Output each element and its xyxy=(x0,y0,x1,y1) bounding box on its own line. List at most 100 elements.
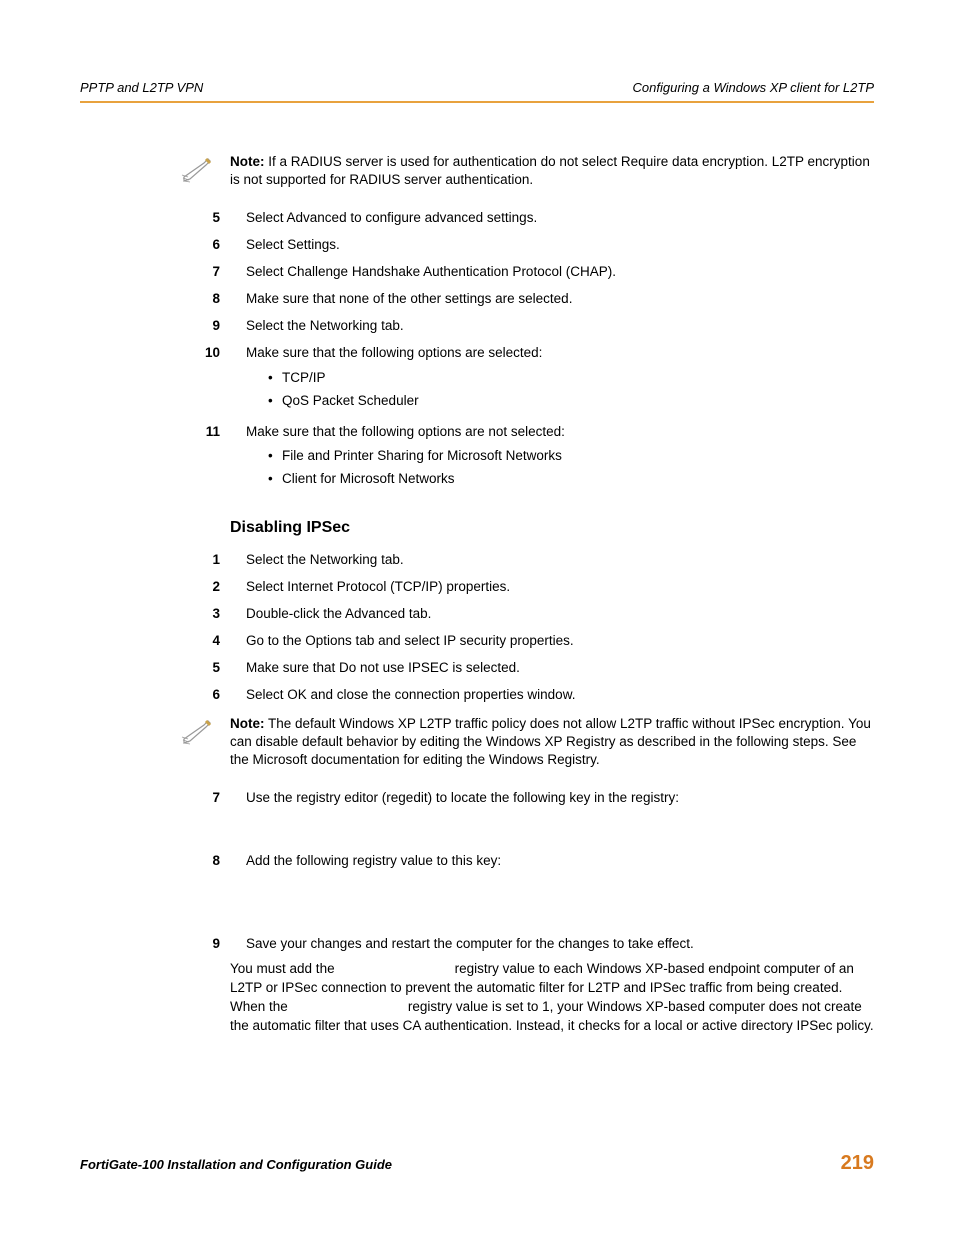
step: 7Select Challenge Handshake Authenticati… xyxy=(230,263,874,282)
step-body: Make sure that the following options are… xyxy=(246,344,874,415)
step: 9Save your changes and restart the compu… xyxy=(230,935,874,954)
sub-bullet: •Client for Microsoft Networks xyxy=(268,470,874,489)
sub-bullet: •TCP/IP xyxy=(268,369,874,388)
final-para-part1: You must add the xyxy=(230,961,338,976)
step-text: Select Advanced to configure advanced se… xyxy=(246,209,874,228)
step-number: 9 xyxy=(180,935,246,954)
note-block-2: Note: The default Windows XP L2TP traffi… xyxy=(180,715,874,770)
step-body: Make sure that none of the other setting… xyxy=(246,290,874,309)
note-text-2: Note: The default Windows XP L2TP traffi… xyxy=(230,715,874,770)
step-number: 2 xyxy=(180,578,246,597)
step-number: 6 xyxy=(180,236,246,255)
main-content: Note: If a RADIUS server is used for aut… xyxy=(230,153,874,1035)
step-text: Select the Networking tab. xyxy=(246,317,874,336)
final-para-gap1 xyxy=(338,961,451,976)
page-number: 219 xyxy=(841,1152,874,1175)
step-body: Select OK and close the connection prope… xyxy=(246,686,874,705)
bullet-text: TCP/IP xyxy=(282,369,326,388)
header-right: Configuring a Windows XP client for L2TP xyxy=(633,80,874,95)
sub-bullet-list: •File and Printer Sharing for Microsoft … xyxy=(246,447,874,489)
step: 1Select the Networking tab. xyxy=(230,551,874,570)
step-number: 7 xyxy=(180,263,246,282)
step: 11Make sure that the following options a… xyxy=(230,423,874,494)
header-left: PPTP and L2TP VPN xyxy=(80,80,203,95)
step-body: Go to the Options tab and select IP secu… xyxy=(246,632,874,651)
bullet-dot: • xyxy=(268,369,282,388)
step-text: Make sure that the following options are… xyxy=(246,344,874,363)
step-text: Make sure that none of the other setting… xyxy=(246,290,874,309)
step-number: 11 xyxy=(180,423,246,494)
step-body: Select the Networking tab. xyxy=(246,317,874,336)
note-icon xyxy=(180,717,214,750)
bullet-dot: • xyxy=(268,392,282,411)
step-body: Save your changes and restart the comput… xyxy=(246,935,874,954)
step-text: Use the registry editor (regedit) to loc… xyxy=(246,789,874,808)
step-body: Select Advanced to configure advanced se… xyxy=(246,209,874,228)
step-number: 3 xyxy=(180,605,246,624)
step-text: Select OK and close the connection prope… xyxy=(246,686,874,705)
step-text: Make sure that the following options are… xyxy=(246,423,874,442)
step: 7Use the registry editor (regedit) to lo… xyxy=(230,789,874,808)
step-text: Add the following registry value to this… xyxy=(246,852,874,871)
sub-bullet: •QoS Packet Scheduler xyxy=(268,392,874,411)
step-body: Select Settings. xyxy=(246,236,874,255)
footer-title: FortiGate-100 Installation and Configura… xyxy=(80,1157,392,1172)
step-text: Double-click the Advanced tab. xyxy=(246,605,874,624)
step-number: 7 xyxy=(180,789,246,808)
final-paragraph: You must add the registry value to each … xyxy=(230,960,874,1036)
step-body: Double-click the Advanced tab. xyxy=(246,605,874,624)
page-footer: FortiGate-100 Installation and Configura… xyxy=(80,1151,874,1175)
step: 3Double-click the Advanced tab. xyxy=(230,605,874,624)
steps-section-c: 7Use the registry editor (regedit) to lo… xyxy=(230,789,874,954)
step: 6Select Settings. xyxy=(230,236,874,255)
step-text: Select Settings. xyxy=(246,236,874,255)
step: 8Add the following registry value to thi… xyxy=(230,852,874,871)
bullet-text: Client for Microsoft Networks xyxy=(282,470,455,489)
step: 6Select OK and close the connection prop… xyxy=(230,686,874,705)
step-number: 1 xyxy=(180,551,246,570)
note-label: Note: xyxy=(230,154,265,169)
step: 2Select Internet Protocol (TCP/IP) prope… xyxy=(230,578,874,597)
step: 8Make sure that none of the other settin… xyxy=(230,290,874,309)
bullet-dot: • xyxy=(268,447,282,466)
step-text: Select Challenge Handshake Authenticatio… xyxy=(246,263,874,282)
steps-section-a: 5Select Advanced to configure advanced s… xyxy=(230,209,874,493)
section-heading-disabling-ipsec: Disabling IPSec xyxy=(230,519,874,537)
step-number: 8 xyxy=(180,290,246,309)
step: 10Make sure that the following options a… xyxy=(230,344,874,415)
step-body: Make sure that Do not use IPSEC is selec… xyxy=(246,659,874,678)
step-body: Select the Networking tab. xyxy=(246,551,874,570)
step-number: 10 xyxy=(180,344,246,415)
step-text: Go to the Options tab and select IP secu… xyxy=(246,632,874,651)
note-body: The default Windows XP L2TP traffic poli… xyxy=(230,716,871,767)
step: 5Make sure that Do not use IPSEC is sele… xyxy=(230,659,874,678)
sub-bullet-list: •TCP/IP•QoS Packet Scheduler xyxy=(246,369,874,411)
step-body: Select Internet Protocol (TCP/IP) proper… xyxy=(246,578,874,597)
step-body: Add the following registry value to this… xyxy=(246,852,874,871)
step-body: Use the registry editor (regedit) to loc… xyxy=(246,789,874,808)
step-number: 9 xyxy=(180,317,246,336)
step: 9Select the Networking tab. xyxy=(230,317,874,336)
step-number: 6 xyxy=(180,686,246,705)
step-number: 5 xyxy=(180,659,246,678)
step-text: Save your changes and restart the comput… xyxy=(246,935,874,954)
steps-section-b: 1Select the Networking tab. 2Select Inter… xyxy=(230,551,874,704)
page: PPTP and L2TP VPN Configuring a Windows … xyxy=(0,0,954,1235)
bullet-text: QoS Packet Scheduler xyxy=(282,392,419,411)
step-body: Select Challenge Handshake Authenticatio… xyxy=(246,263,874,282)
step: 4Go to the Options tab and select IP sec… xyxy=(230,632,874,651)
note-body: If a RADIUS server is used for authentic… xyxy=(230,154,870,187)
step-number: 5 xyxy=(180,209,246,228)
step-body: Make sure that the following options are… xyxy=(246,423,874,494)
step-text: Select the Networking tab. xyxy=(246,551,874,570)
page-header: PPTP and L2TP VPN Configuring a Windows … xyxy=(80,80,874,103)
step-number: 4 xyxy=(180,632,246,651)
sub-bullet: •File and Printer Sharing for Microsoft … xyxy=(268,447,874,466)
note-block-1: Note: If a RADIUS server is used for aut… xyxy=(180,153,874,189)
final-para-gap2 xyxy=(292,999,405,1014)
bullet-text: File and Printer Sharing for Microsoft N… xyxy=(282,447,562,466)
note-icon xyxy=(180,155,214,188)
step-text: Select Internet Protocol (TCP/IP) proper… xyxy=(246,578,874,597)
step-number: 8 xyxy=(180,852,246,871)
note-label: Note: xyxy=(230,716,265,731)
